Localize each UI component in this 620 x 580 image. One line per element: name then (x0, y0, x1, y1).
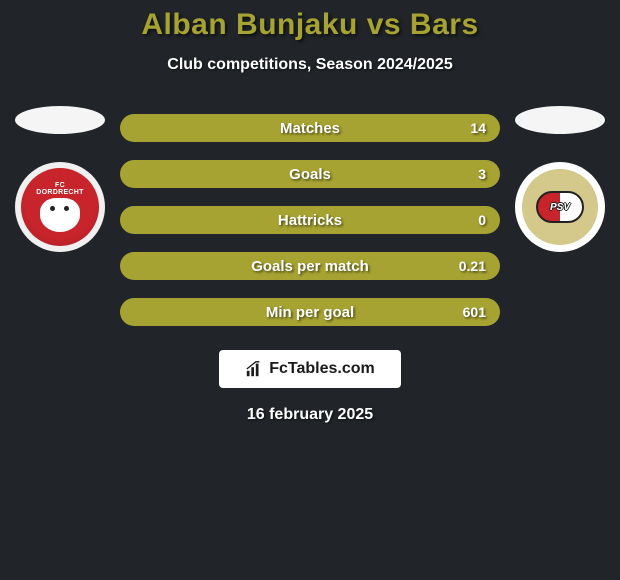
title: Alban Bunjaku vs Bars (0, 8, 620, 42)
stat-bar-mpg: Min per goal 601 (120, 298, 500, 326)
stat-value: 3 (478, 166, 486, 182)
stat-bar-goals: Goals 3 (120, 160, 500, 188)
stat-bar-matches: Matches 14 (120, 114, 500, 142)
stat-label: Min per goal (266, 304, 354, 321)
stat-value: 0 (478, 212, 486, 228)
brand-text: FcTables.com (269, 360, 375, 378)
right-column: PSV (510, 106, 610, 252)
stat-label: Matches (280, 120, 340, 137)
club-logo-left: FC DORDRECHT (15, 162, 105, 252)
brand-box: FcTables.com (219, 350, 401, 388)
player-silhouette-left (15, 106, 105, 134)
club-name-left-2: DORDRECHT (36, 189, 83, 196)
stats-bars: Matches 14 Goals 3 Hattricks 0 Goals per… (110, 114, 510, 326)
stat-value: 0.21 (459, 258, 486, 274)
sheep-icon (40, 198, 80, 232)
club-logo-right: PSV (515, 162, 605, 252)
left-column: FC DORDRECHT (10, 106, 110, 252)
stat-bar-gpm: Goals per match 0.21 (120, 252, 500, 280)
stat-label: Hattricks (278, 212, 342, 229)
player-silhouette-right (515, 106, 605, 134)
stat-label: Goals per match (251, 258, 369, 275)
stat-label: Goals (289, 166, 331, 183)
club-logo-right-inner: PSV (522, 169, 598, 245)
infographic-root: Alban Bunjaku vs Bars Club competitions,… (0, 0, 620, 424)
bar-chart-icon (245, 360, 263, 378)
club-name-left: FC (55, 182, 65, 189)
subtitle: Club competitions, Season 2024/2025 (0, 56, 620, 74)
footer: FcTables.com 16 february 2025 (0, 350, 620, 424)
stat-bar-hattricks: Hattricks 0 (120, 206, 500, 234)
date: 16 february 2025 (247, 406, 373, 424)
club-name-right: PSV (536, 191, 584, 223)
stat-value: 14 (470, 120, 486, 136)
club-logo-left-inner: FC DORDRECHT (21, 168, 99, 246)
stat-value: 601 (463, 304, 486, 320)
main-row: FC DORDRECHT Matches 14 Goals 3 Hattrick… (0, 106, 620, 326)
